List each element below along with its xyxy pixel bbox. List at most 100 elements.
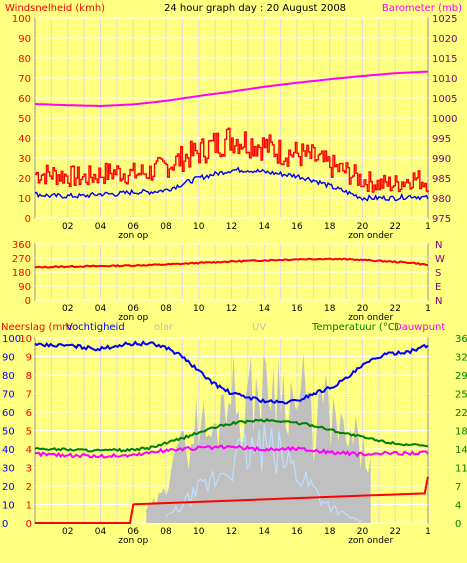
compass-tick-label: W [435, 254, 445, 265]
x-tick-label: 22 [390, 527, 401, 537]
y-left-tick-label: 0 [25, 214, 31, 225]
rain-tick-label: 2 [26, 482, 32, 493]
temperature-tick-label: 0 [455, 519, 461, 530]
x-tick-label: 14 [259, 222, 271, 232]
humidity-tick-label: 0 [2, 519, 8, 530]
rain-axis-title: Neerslag (mm [1, 322, 72, 333]
x-tick-label: 16 [291, 527, 303, 537]
x-tick-label: 16 [291, 304, 303, 314]
x-tick-label: 08 [160, 222, 172, 232]
graph-title: 24 hour graph day : 20 August 2008 [164, 3, 346, 14]
sunset-label: zon onder [348, 231, 393, 241]
x-tick-label: 22 [390, 304, 401, 314]
y-right-tick-label: 1020 [432, 34, 457, 45]
humidity-tick-label: 40 [2, 445, 15, 456]
series-uv [165, 424, 363, 522]
temperature-tick-label: 25 [455, 390, 467, 401]
temperature-tick-label: 22 [455, 408, 467, 419]
uv-axis-title: UV [252, 322, 266, 333]
sunrise-label: zon op [118, 313, 148, 323]
x-tick-label: 20 [357, 222, 369, 232]
rain-tick-label: 6 [26, 408, 32, 419]
rain-tick-label: 3 [26, 464, 32, 475]
compass-tick-label: N [435, 240, 442, 251]
y-right-tick-label: 1025 [432, 14, 457, 25]
x-tick-label: 18 [324, 222, 336, 232]
y-right-tick-label: 990 [432, 154, 451, 165]
humidity-tick-label: 20 [2, 482, 15, 493]
y-right-tick-label: 1015 [432, 54, 457, 65]
wind-direction-panel: 02 04 06 08 10 12 14 16 18 20 22 1 zon op zon onder 36… [12, 240, 445, 323]
y-left-tick-label: 30 [18, 154, 31, 165]
x-tick-label: 06 [128, 304, 140, 314]
x-tick-label: 08 [160, 527, 172, 537]
humidity-tick-label: 30 [2, 464, 15, 475]
x-tick-label: 08 [160, 304, 172, 314]
humidity-tick-label: 10 [2, 501, 15, 512]
wind-pressure-panel: 02 04 06 08 10 12 14 16 18 20 22 1 zon op zon onder 10… [12, 14, 458, 241]
y-right-tick-label: 980 [432, 194, 451, 205]
series-humidity [34, 340, 429, 405]
x-tick-label: 12 [226, 222, 237, 232]
rain-tick-label: 0 [26, 519, 32, 530]
y-left-tick-label: 50 [18, 114, 31, 125]
y-left-tick-label: 270 [12, 254, 31, 265]
temperature-tick-label: 36 [455, 334, 467, 345]
x-tick-label: 14 [259, 304, 271, 314]
series-wind-gust [35, 127, 429, 193]
series-wind-average [34, 166, 429, 202]
temperature-tick-label: 11 [455, 464, 467, 475]
x-tick-label: 04 [95, 527, 107, 537]
x-tick-label: 14 [259, 527, 271, 537]
x-tick-label: 02 [62, 222, 73, 232]
humidity-tick-label: 100 [2, 334, 21, 345]
y-right-tick-label: 985 [432, 174, 451, 185]
y-right-tick-label: 1010 [432, 74, 457, 85]
temperature-tick-label: 4 [455, 501, 461, 512]
barometer-axis-title: Barometer (mb) [382, 3, 462, 14]
humidity-axis-title: Vochtigheid [66, 322, 125, 333]
y-right-tick-label: 1000 [432, 114, 457, 125]
x-tick-label: 1 [425, 222, 431, 232]
y-left-tick-label: 180 [12, 268, 31, 279]
compass-tick-label: E [435, 282, 441, 293]
rain-tick-label: 1 [26, 501, 32, 512]
humidity-tick-label: 60 [2, 408, 15, 419]
sunrise-label: zon op [118, 536, 148, 546]
dewpoint-axis-title: Dauwpunt [394, 322, 445, 333]
humidity-tick-label: 50 [2, 427, 15, 438]
x-tick-label: 10 [193, 527, 205, 537]
temperature-tick-label: 14 [455, 445, 467, 456]
humidity-tick-label: 90 [2, 353, 15, 364]
y-left-tick-label: 70 [18, 74, 31, 85]
rain-tick-label: 9 [26, 353, 32, 364]
x-tick-label: 20 [357, 527, 369, 537]
rain-tick-label: 10 [19, 334, 32, 345]
humidity-tick-label: 80 [2, 371, 15, 382]
temperature-tick-label: 18 [455, 427, 467, 438]
series-barometer [34, 70, 429, 108]
temperature-tick-label: 7 [455, 482, 461, 493]
rain-tick-label: 7 [26, 390, 32, 401]
x-tick-label: 10 [193, 304, 205, 314]
x-tick-label: 06 [128, 222, 140, 232]
series-rain [35, 476, 429, 524]
y-left-tick-label: 80 [18, 54, 31, 65]
x-tick-label: 16 [291, 222, 303, 232]
temperature-tick-label: 32 [455, 353, 467, 364]
series-temperature [34, 417, 429, 453]
humidity-tick-label: 70 [2, 390, 15, 401]
x-tick-label: 10 [193, 222, 205, 232]
rain-tick-label: 8 [26, 371, 32, 382]
x-tick-label: 04 [95, 304, 107, 314]
y-left-tick-label: 0 [25, 296, 31, 307]
y-left-tick-label: 90 [18, 34, 31, 45]
x-tick-label: 18 [324, 527, 336, 537]
x-tick-label: 20 [357, 304, 369, 314]
sunset-label: zon onder [348, 313, 393, 323]
x-tick-label: 1 [425, 304, 431, 314]
series-dewpoint [34, 444, 429, 459]
x-tick-label: 18 [324, 304, 336, 314]
series-wind-direction [34, 257, 429, 269]
